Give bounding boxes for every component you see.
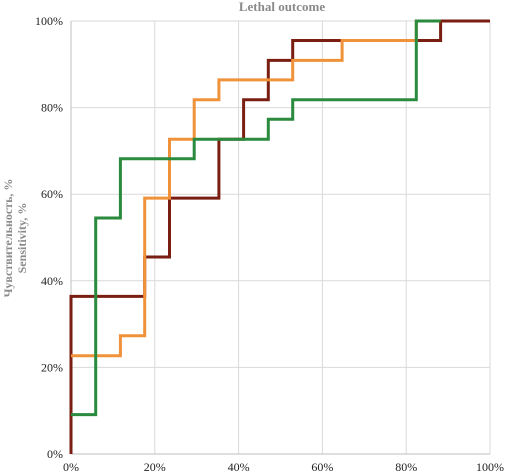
series-line-1 — [69, 19, 490, 454]
tick-labels: 0% 20% 40% 60% 80% 100% 0% 20% 40% 60% 80% 100% — [35, 14, 504, 474]
y-tick-label: 40% — [41, 274, 63, 288]
x-tick-label: 80% — [395, 460, 417, 474]
series-line-2 — [71, 19, 441, 358]
y-axis-label-ru: Чувствительность, % — [1, 179, 15, 298]
chart-title: Lethal outcome — [239, 0, 326, 14]
x-tick-label: 20% — [144, 460, 166, 474]
x-tick-label: 100% — [476, 460, 504, 474]
x-tick-label: 60% — [311, 460, 333, 474]
y-tick-label: 100% — [35, 14, 63, 28]
axes — [70, 21, 490, 455]
y-axis-label-en: Sensitivity, % — [15, 203, 29, 274]
y-tick-label: 80% — [41, 101, 63, 115]
x-tick-label: 40% — [228, 460, 250, 474]
gridlines — [70, 20, 491, 455]
series-group — [69, 19, 490, 454]
y-tick-label: 0% — [47, 447, 63, 461]
x-tick-label: 0% — [63, 460, 79, 474]
y-tick-label: 20% — [41, 360, 63, 374]
series-line-3 — [71, 19, 441, 417]
y-tick-label: 60% — [41, 187, 63, 201]
y-axis-label: Чувствительность, % Sensitivity, % — [1, 179, 29, 298]
